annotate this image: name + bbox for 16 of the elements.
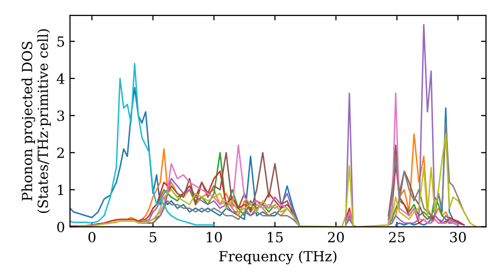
- y-tick-label: 4: [56, 73, 64, 84]
- x-tick-label: 25: [389, 232, 405, 242]
- y-axis-title: Phonon projected DOS (States/THz·primitive cell): [22, 29, 51, 213]
- x-tick-label: 30: [450, 232, 466, 242]
- y-tick-label: 2: [57, 148, 64, 158]
- x-tick-label: 10: [206, 232, 222, 242]
- x-tick-label: 5: [150, 232, 156, 242]
- line-series: [70, 62, 215, 226]
- x-tick-label: 0: [88, 232, 96, 242]
- x-tick-label: 20: [328, 232, 344, 242]
- x-axis-title: Frequency (THz): [219, 250, 336, 264]
- x-tick-label: 15: [268, 232, 283, 242]
- y-tick-label: 0: [57, 222, 64, 232]
- y-tick-label: 1: [58, 184, 64, 195]
- y-tick-label: 5: [57, 36, 64, 47]
- y-tick-label: 3: [57, 110, 64, 122]
